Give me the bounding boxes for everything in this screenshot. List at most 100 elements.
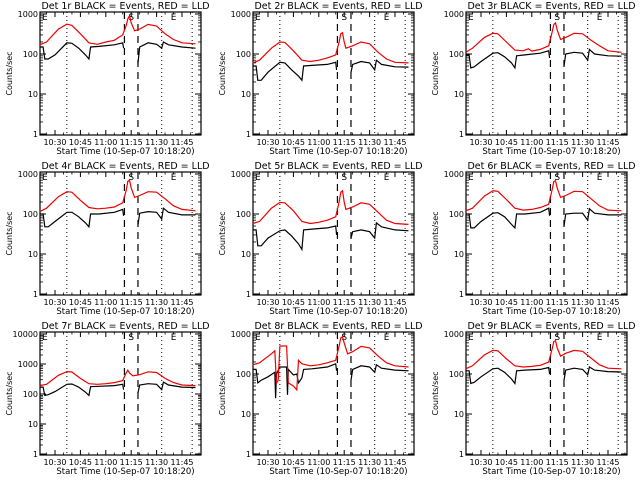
plot-frame (252, 11, 415, 136)
x-tick-label: 10:30 (469, 298, 492, 307)
series-line-events (39, 381, 196, 397)
x-tick-label: 11:30 (571, 298, 594, 307)
x-tick-label: 11:00 (520, 138, 543, 147)
y-tick-label: 1 (33, 290, 38, 299)
series-line-events (39, 41, 196, 63)
x-tick-label: 11:15 (546, 138, 569, 147)
plot-frame (465, 171, 628, 296)
x-tick-label: 11:45 (383, 298, 406, 307)
y-tick-label: 100 (236, 210, 251, 219)
x-tick-label: 11:30 (145, 138, 168, 147)
y-tick-label: 10 (28, 90, 38, 99)
event-marker-e: E (171, 333, 177, 343)
y-tick-label: 1000 (231, 170, 251, 179)
series-line-lld (465, 339, 622, 370)
event-marker-s: S (554, 13, 560, 23)
panel-title: Det 8r BLACK = Events, RED = LLD (254, 321, 422, 332)
x-tick-label: 11:45 (170, 138, 193, 147)
x-tick-label: 11:00 (94, 298, 117, 307)
event-marker-s: S (341, 333, 347, 343)
x-axis-label: Start Time (10-Sep-07 10:18:20) (56, 467, 194, 477)
x-tick-label: 11:00 (94, 138, 117, 147)
panel-title: Det 4r BLACK = Events, RED = LLD (41, 161, 209, 172)
y-axis-label: Counts/sec (431, 371, 440, 415)
x-tick-label: 10:45 (495, 298, 518, 307)
x-tick-label: 10:30 (256, 458, 279, 467)
series-line-lld (252, 335, 409, 392)
plot-frame (465, 331, 628, 456)
event-marker-s: S (554, 173, 560, 183)
y-tick-label: 100 (23, 50, 38, 59)
y-axis-label: Counts/sec (5, 51, 14, 95)
event-marker-e: E (468, 333, 474, 343)
series-line-lld (39, 14, 196, 46)
event-marker-e: E (171, 13, 177, 23)
y-tick-label: 100 (449, 210, 464, 219)
event-marker-e: E (597, 13, 603, 23)
y-axis-label: Counts/sec (218, 51, 227, 95)
series-line-events (252, 221, 409, 252)
panel-title: Det 5r BLACK = Events, RED = LLD (254, 161, 422, 172)
x-axis-label: Start Time (10-Sep-07 10:18:20) (482, 467, 620, 477)
series-line-lld (465, 21, 622, 53)
x-tick-label: 11:00 (520, 458, 543, 467)
event-marker-e: E (42, 333, 48, 343)
y-tick-label: 1 (459, 130, 464, 139)
y-tick-label: 100 (23, 390, 38, 399)
plot-frame (39, 331, 202, 456)
x-axis-label: Start Time (10-Sep-07 10:18:20) (482, 307, 620, 317)
y-tick-label: 10 (241, 410, 251, 419)
plot-frame (252, 171, 415, 296)
x-axis-label: Start Time (10-Sep-07 10:18:20) (56, 147, 194, 157)
event-marker-e: E (468, 173, 474, 183)
x-tick-label: 11:45 (383, 138, 406, 147)
y-axis-label: Counts/sec (5, 371, 14, 415)
y-tick-label: 100 (236, 50, 251, 59)
panel-det-9: Det 9r BLACK = Events, RED = LLD 1 10 100 10… (431, 321, 636, 477)
event-marker-e: E (384, 13, 390, 23)
x-tick-label: 11:15 (546, 458, 569, 467)
series-line-events (465, 366, 622, 386)
event-marker-e: E (255, 333, 261, 343)
series-line-lld (465, 179, 622, 212)
event-marker-s: S (128, 333, 134, 343)
x-tick-label: 11:30 (358, 138, 381, 147)
event-marker-e: E (255, 13, 261, 23)
x-tick-label: 11:45 (170, 298, 193, 307)
x-axis-label: Start Time (10-Sep-07 10:18:20) (56, 307, 194, 317)
x-tick-label: 10:30 (43, 138, 66, 147)
series-line-lld (252, 189, 409, 225)
x-tick-label: 10:45 (495, 458, 518, 467)
event-marker-s: S (128, 173, 134, 183)
series-line-events (465, 48, 622, 70)
panel-det-5: Det 5r BLACK = Events, RED = LLD 1 10 100 10… (218, 161, 423, 317)
panel-title: Det 7r BLACK = Events, RED = LLD (41, 321, 209, 332)
y-tick-label: 10000 (13, 330, 38, 339)
x-tick-label: 11:00 (94, 458, 117, 467)
panel-det-4: Det 4r BLACK = Events, RED = LLD 1 10 100 10… (5, 161, 210, 317)
y-axis-label: Counts/sec (218, 211, 227, 255)
event-marker-e: E (384, 173, 390, 183)
y-tick-label: 1000 (18, 10, 38, 19)
x-tick-label: 11:15 (120, 298, 143, 307)
series-line-events (465, 207, 622, 230)
y-tick-label: 10 (454, 250, 464, 259)
x-tick-label: 10:45 (69, 458, 92, 467)
x-axis-label: Start Time (10-Sep-07 10:18:20) (269, 467, 407, 477)
event-marker-e: E (171, 173, 177, 183)
x-tick-label: 10:45 (69, 138, 92, 147)
panel-title: Det 1r BLACK = Events, RED = LLD (41, 1, 209, 12)
x-tick-label: 11:30 (358, 458, 381, 467)
y-tick-label: 1 (246, 450, 251, 459)
x-tick-label: 10:45 (282, 458, 305, 467)
y-axis-label: Counts/sec (5, 211, 14, 255)
plot-frame (39, 11, 202, 136)
y-axis-label: Counts/sec (218, 371, 227, 415)
event-marker-e: E (42, 13, 48, 23)
plot-frame (252, 331, 415, 456)
y-tick-label: 1000 (444, 330, 464, 339)
y-tick-label: 10 (241, 90, 251, 99)
x-tick-label: 11:00 (520, 298, 543, 307)
plot-frame (465, 11, 628, 136)
x-tick-label: 11:15 (333, 298, 356, 307)
